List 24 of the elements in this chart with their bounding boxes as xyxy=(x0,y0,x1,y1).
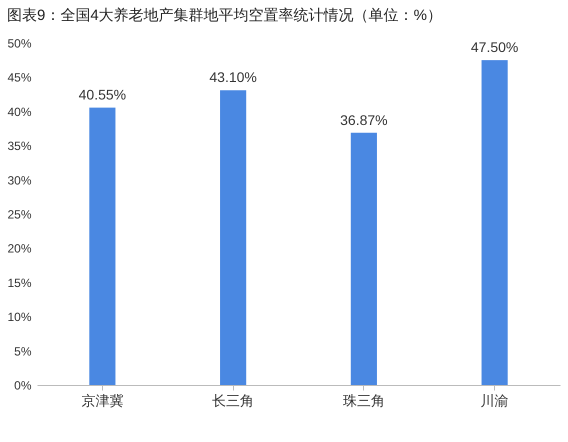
y-tick-label: 45% xyxy=(7,70,32,85)
y-tick-label: 0% xyxy=(14,378,32,392)
data-label: 47.50% xyxy=(470,39,518,56)
bar xyxy=(482,60,508,385)
y-tick-label: 30% xyxy=(7,173,32,188)
data-label: 43.10% xyxy=(209,69,257,86)
x-tick-label: 川渝 xyxy=(480,392,509,408)
data-label: 36.87% xyxy=(340,112,388,128)
y-tick-label: 50% xyxy=(7,36,32,50)
bar xyxy=(89,108,116,385)
x-tick-label: 长三角 xyxy=(212,392,254,408)
y-tick-label: 40% xyxy=(7,104,32,119)
chart-title: 图表9：全国4大养老地产集群地平均空置率统计情况（单位：%） xyxy=(6,7,442,24)
x-tick-label: 珠三角 xyxy=(342,392,385,408)
y-tick-label: 35% xyxy=(7,139,32,154)
bar xyxy=(220,90,246,385)
bar xyxy=(350,132,377,385)
data-label: 40.55% xyxy=(78,86,126,103)
x-tick-label: 京津冀 xyxy=(81,392,124,408)
y-tick-label: 15% xyxy=(7,276,32,290)
y-tick-label: 10% xyxy=(7,310,32,324)
y-tick-label: 20% xyxy=(7,242,32,256)
y-tick-label: 25% xyxy=(7,208,32,222)
y-tick-label: 5% xyxy=(14,344,32,358)
